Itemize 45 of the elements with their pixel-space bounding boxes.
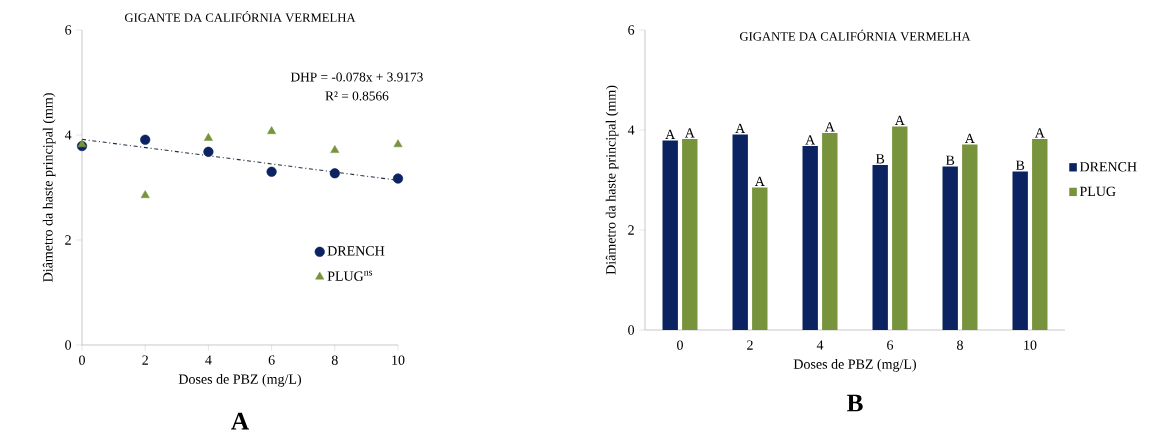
chart-title: GIGANTE DA CALIFÓRNIA VERMELHA (739, 29, 971, 41)
annotation: R² = 0.8566 (325, 91, 389, 101)
x-tick-label: 8 (957, 340, 963, 350)
y-axis-title: Diâmetro da haste principal (mm) (42, 93, 56, 282)
x-axis-title: Doses de PBZ (mg/L) (793, 359, 916, 372)
x-tick-label: 4 (205, 355, 212, 365)
text: A (231, 412, 249, 430)
x-tick-label: 8 (331, 355, 338, 365)
x-tick-label: 6 (268, 355, 275, 365)
y-tick-label: 0 (628, 325, 635, 335)
legend-label: PLUG$^{ns}$ (327, 270, 373, 281)
y-tick-label: 6 (628, 25, 635, 35)
chart-title: GIGANTE DA CALIFÓRNIA VERMELHA (124, 10, 356, 23)
x-axis-title: Doses de PBZ (mg/L) (178, 374, 302, 387)
legend-label: DRENCH (1079, 162, 1137, 172)
x-tick-label: 2 (142, 355, 148, 365)
data-label: A (805, 135, 816, 145)
data-label: A (964, 133, 975, 143)
y-tick-label: 4 (64, 130, 72, 140)
x-tick-label: 2 (747, 340, 753, 350)
legend-label: PLUG (1079, 186, 1116, 197)
x-tick-label: 0 (79, 355, 85, 365)
x-tick-label: 4 (816, 340, 824, 350)
data-label: A (665, 129, 676, 139)
data-label: A (735, 123, 746, 133)
text: B (846, 394, 863, 412)
x-tick-label: 0 (677, 340, 683, 350)
data-label: A (754, 176, 765, 186)
data-label: B (1015, 160, 1025, 170)
y-tick-label: 2 (628, 225, 634, 235)
y-axis-title: Diâmetro da haste principal (mm) (605, 85, 619, 275)
data-label: A (824, 122, 835, 132)
data-label: A (894, 115, 905, 125)
y-tick-label: 4 (627, 125, 635, 135)
data-label: A (1034, 128, 1045, 138)
y-tick-label: 6 (65, 25, 72, 35)
annotation: DHP = -0.078x + 3.9173 (290, 72, 423, 82)
data-label: B (945, 155, 955, 165)
data-label: B (875, 154, 885, 164)
x-tick-label: 6 (887, 340, 894, 350)
x-tick-label: 10 (392, 355, 405, 365)
y-tick-label: 2 (65, 235, 71, 245)
x-tick-label: 10 (1024, 340, 1037, 350)
legend-label: DRENCH (327, 246, 385, 256)
data-label: A (684, 128, 695, 138)
